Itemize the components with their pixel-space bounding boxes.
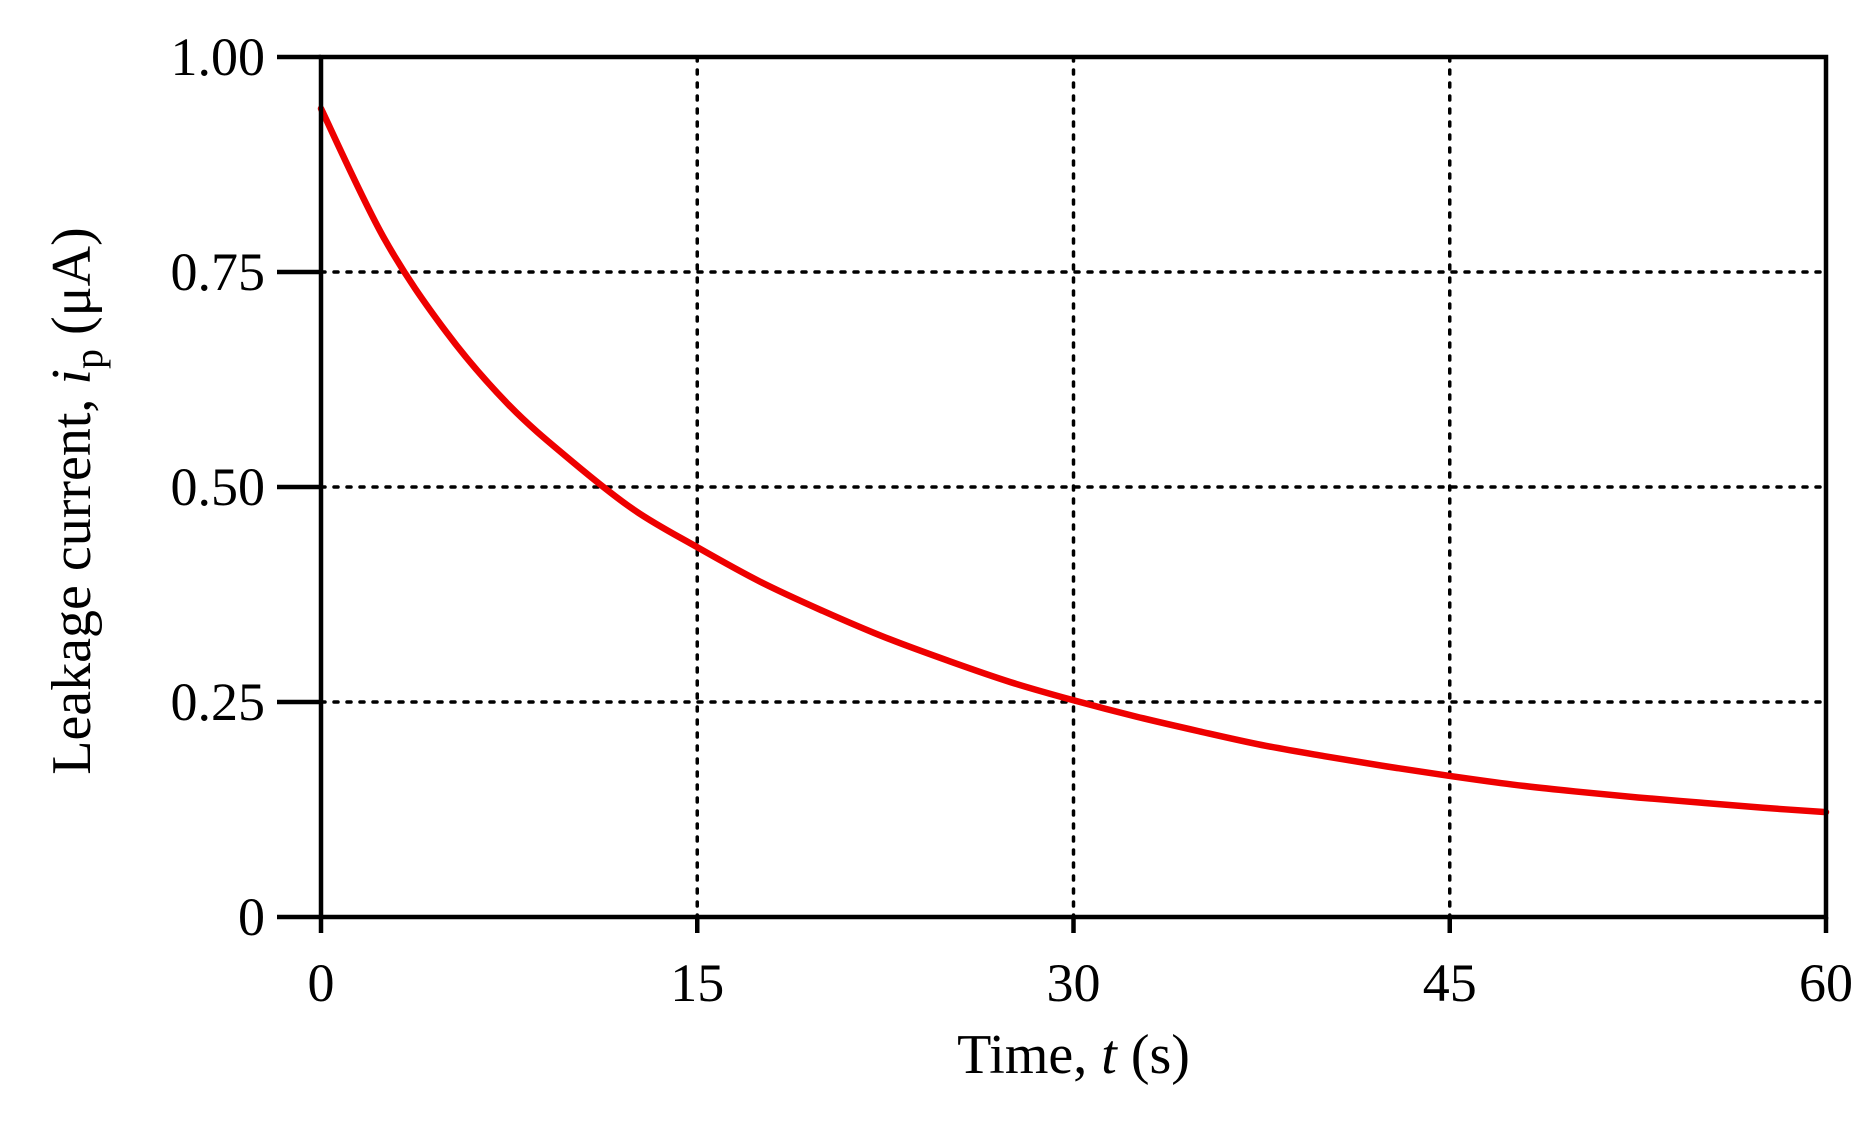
tick-labels: 0 15 30 45 60 0 0.25 0.50 0.75 1.00 — [171, 27, 1854, 1013]
x-tick-label: 45 — [1423, 953, 1477, 1013]
y-axis-title-suffix: (μA) — [41, 227, 103, 349]
y-axis-title-prefix: Leakage current, — [41, 385, 103, 775]
y-tick-label: 0.75 — [171, 242, 266, 302]
x-axis-title-prefix: Time, — [957, 1024, 1101, 1086]
y-tick-label: 0.25 — [171, 672, 266, 732]
gridlines — [319, 55, 1828, 919]
plot-series — [317, 105, 1830, 816]
y-axis-title: Leakage current, ip (μA) — [41, 227, 111, 775]
x-tick-label: 0 — [308, 953, 335, 1013]
y-axis-title-subscript: p — [66, 349, 111, 369]
axis-ticks — [277, 54, 1829, 933]
leakage-current-curve — [317, 105, 1830, 816]
x-tick-label: 60 — [1799, 953, 1853, 1013]
y-tick-label: 0.50 — [171, 457, 266, 517]
x-axis-title-suffix: (s) — [1117, 1024, 1190, 1086]
y-axis-title-symbol: i — [41, 369, 103, 385]
x-axis-title-symbol: t — [1101, 1024, 1118, 1086]
x-tick-label: 15 — [670, 953, 724, 1013]
x-tick-label: 30 — [1047, 953, 1101, 1013]
y-tick-label: 0 — [238, 887, 265, 947]
y-tick-label: 1.00 — [171, 27, 266, 87]
x-axis-title: Time, t (s) — [957, 1024, 1190, 1086]
